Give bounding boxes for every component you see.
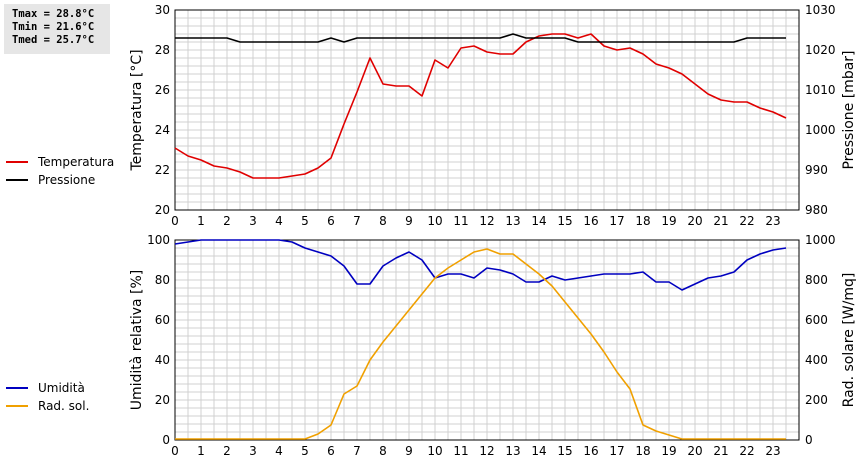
y-tick-label: 24	[155, 123, 170, 137]
y2-tick-label: 1010	[805, 83, 836, 97]
y-tick-label: 40	[155, 353, 170, 367]
legend-label: Pressione	[38, 173, 95, 187]
x-tick-label: 5	[301, 214, 309, 228]
x-tick-label: 7	[353, 444, 361, 458]
stat-tmed: Tmed = 25.7°C	[12, 34, 95, 46]
x-tick-label: 18	[635, 444, 650, 458]
x-tick-label: 13	[505, 214, 520, 228]
x-tick-label: 23	[765, 214, 780, 228]
y2-tick-label: 200	[805, 393, 828, 407]
y-tick-label: 80	[155, 273, 170, 287]
x-tick-label: 18	[635, 214, 650, 228]
y2label-radiazione: Rad. solare [W/mq]	[841, 273, 857, 408]
x-tick-label: 2	[223, 214, 231, 228]
x-tick-label: 10	[427, 444, 442, 458]
x-tick-label: 11	[453, 214, 468, 228]
ylabel-temperatura: Temperatura [°C]	[129, 49, 145, 171]
x-tick-label: 9	[405, 444, 413, 458]
x-tick-label: 17	[609, 214, 624, 228]
x-tick-label: 4	[275, 214, 283, 228]
x-tick-label: 22	[739, 444, 754, 458]
y-tick-label: 0	[162, 433, 170, 447]
stat-tmin: Tmin = 21.6°C	[12, 21, 95, 33]
x-tick-label: 21	[713, 444, 728, 458]
x-tick-label: 7	[353, 214, 361, 228]
x-tick-label: 12	[479, 444, 494, 458]
x-tick-label: 15	[557, 444, 572, 458]
chart-temperature-pressure: 0 1 2 3 4 5 6 7 8 9 10 11 12 13 14 15 16 17 18 19 20 21 22 2320…	[6, 3, 836, 228]
y2-tick-label: 1000	[805, 233, 836, 247]
x-tick-label: 19	[661, 444, 676, 458]
x-tick-label: 11	[453, 444, 468, 458]
x-tick-label: 6	[327, 444, 335, 458]
y-tick-label: 22	[155, 163, 170, 177]
x-tick-label: 4	[275, 444, 283, 458]
x-tick-label: 21	[713, 214, 728, 228]
y2-tick-label: 0	[805, 433, 813, 447]
series-line-umidit-	[174, 239, 787, 291]
x-tick-label: 1	[197, 214, 205, 228]
y2-tick-label: 1030	[805, 3, 836, 17]
x-tick-label: 14	[531, 444, 546, 458]
x-tick-label: 15	[557, 214, 572, 228]
x-tick-label: 8	[379, 444, 387, 458]
y2-tick-label: 800	[805, 273, 828, 287]
y2-tick-label: 400	[805, 353, 828, 367]
x-tick-label: 3	[249, 444, 257, 458]
x-tick-label: 16	[583, 444, 598, 458]
x-tick-label: 2	[223, 444, 231, 458]
x-tick-label: 1	[197, 444, 205, 458]
x-tick-label: 10	[427, 214, 442, 228]
y-tick-label: 20	[155, 203, 170, 217]
x-tick-label: 23	[765, 444, 780, 458]
legend-label: Temperatura	[37, 155, 114, 169]
x-tick-label: 22	[739, 214, 754, 228]
y-tick-label: 100	[147, 233, 170, 247]
x-tick-label: 8	[379, 214, 387, 228]
x-tick-label: 13	[505, 444, 520, 458]
y-tick-label: 28	[155, 43, 170, 57]
x-tick-label: 5	[301, 444, 309, 458]
y2-tick-label: 990	[805, 163, 828, 177]
x-tick-label: 20	[687, 444, 702, 458]
x-tick-label: 9	[405, 214, 413, 228]
y2-tick-label: 1020	[805, 43, 836, 57]
stat-tmax: Tmax = 28.8°C	[12, 8, 95, 20]
series-line-rad-sol-	[175, 248, 786, 440]
y2-tick-label: 1000	[805, 123, 836, 137]
x-tick-label: 12	[479, 214, 494, 228]
y2-tick-label: 600	[805, 313, 828, 327]
ylabel-umidita: Umidità relativa [%]	[129, 270, 145, 411]
plot-frame	[174, 9, 800, 211]
x-tick-label: 0	[171, 214, 179, 228]
y2-tick-label: 980	[805, 203, 828, 217]
series-line-pressione	[175, 33, 786, 43]
stats-box: Tmax = 28.8°C Tmin = 21.6°C Tmed = 25.7°…	[4, 4, 110, 54]
y-tick-label: 60	[155, 313, 170, 327]
series-line-temperatura	[174, 33, 787, 179]
x-tick-label: 17	[609, 444, 624, 458]
plot-frame	[174, 239, 800, 441]
x-tick-label: 3	[249, 214, 257, 228]
y-tick-label: 20	[155, 393, 170, 407]
x-tick-label: 0	[171, 444, 179, 458]
x-tick-label: 16	[583, 214, 598, 228]
y-tick-label: 30	[155, 3, 170, 17]
chart-humidity-radiation: 0 1 2 3 4 5 6 7 8 9 10 11 12 13 14 15 16 17 18 19 20 21 22 2302…	[6, 233, 836, 458]
legend-label: Umidità	[38, 381, 85, 395]
x-tick-label: 19	[661, 214, 676, 228]
x-tick-label: 14	[531, 214, 546, 228]
y2label-pressione: Pressione [mbar]	[841, 50, 857, 169]
x-tick-label: 6	[327, 214, 335, 228]
legend-label: Rad. sol.	[38, 399, 89, 413]
y-tick-label: 26	[155, 83, 170, 97]
x-tick-label: 20	[687, 214, 702, 228]
